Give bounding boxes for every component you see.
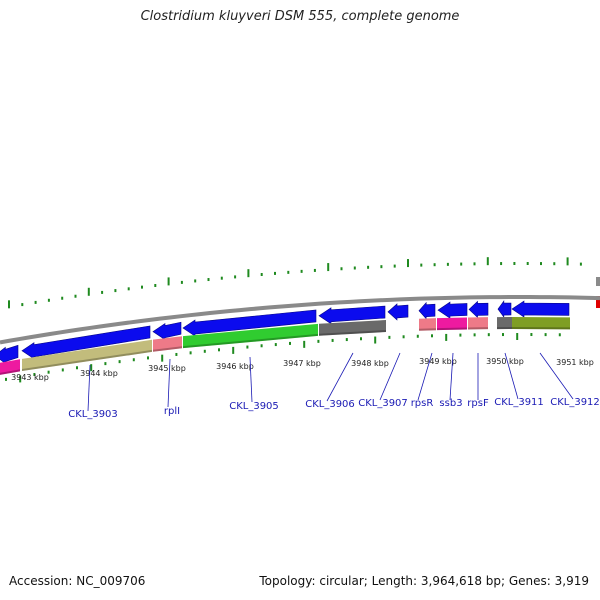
gene-label: CKL_3912: [550, 397, 600, 408]
gene-feature-shadow: [183, 333, 318, 349]
scale-label: 3945 kbp: [148, 364, 186, 373]
gene-label-line: [449, 352, 454, 401]
gene-label-line: [539, 352, 574, 400]
gene-feature-shadow: [0, 369, 20, 375]
gene-label: rpsR: [411, 398, 434, 409]
outer-tick-marks: [8, 257, 582, 309]
gene-label: ssb3: [439, 398, 462, 409]
gene-feature-bar: [0, 359, 20, 375]
gene-label-line: [167, 358, 171, 408]
gene-label: CKL_3907: [358, 398, 408, 409]
gene-label: rplI: [164, 406, 180, 417]
gene-label-line: [504, 352, 519, 400]
gene-feature-bars: [0, 317, 570, 375]
gene-label: CKL_3906: [305, 399, 355, 410]
gene-label: CKL_3911: [494, 397, 544, 408]
gene-arrows: [0, 300, 570, 365]
gene-arrow: [497, 300, 512, 318]
gene-label-line: [379, 352, 401, 401]
gene-feature-bar: [468, 317, 488, 330]
gene-feature-shadow: [497, 327, 512, 330]
gene-label: CKL_3903: [68, 409, 118, 420]
gene-label-line: [417, 352, 433, 401]
genome-backbone: [0, 294, 600, 345]
gene-feature-bar: [319, 320, 386, 336]
gene-feature-shadow: [153, 346, 182, 352]
gene-arrow: [511, 300, 570, 318]
scale-label: 3946 kbp: [216, 362, 254, 371]
gene-label-line: [326, 352, 354, 402]
gene-feature-bar: [183, 323, 318, 349]
gene-feature-bar: [419, 318, 436, 331]
gene-feature-shadow: [419, 328, 436, 331]
gene-label: rpsF: [467, 398, 489, 409]
topology-text: Topology: circular; Length: 3,964,618 bp…: [259, 574, 589, 588]
gene-label: CKL_3905: [229, 401, 279, 412]
marker-top: [596, 277, 600, 287]
gene-feature-shadow: [468, 327, 488, 330]
gene-feature-bar: [512, 317, 570, 330]
accession-text: Accession: NC_009706: [9, 574, 146, 588]
gene-feature-shadow: [437, 327, 467, 331]
gene-arrow: [468, 300, 489, 319]
scale-label: 3943 kbp: [11, 373, 49, 382]
gene-feature-bar: [497, 317, 512, 330]
gene-arrow: [437, 301, 468, 319]
scale-label: 3947 kbp: [283, 359, 321, 368]
marker-red: [596, 296, 600, 309]
map-title: Clostridium kluyveri DSM 555, complete g…: [140, 9, 460, 24]
gene-arrow: [387, 303, 409, 321]
scale-label: 3949 kbp: [419, 357, 457, 366]
gene-feature-bar: [22, 339, 152, 372]
gene-feature-shadow: [319, 330, 386, 336]
right-edge-marker: [596, 277, 600, 309]
gene-feature-shadow: [22, 349, 152, 372]
scale-label: 3944 kbp: [80, 369, 118, 378]
gene-feature-bar: [437, 317, 467, 331]
gene-label-line: [87, 364, 91, 412]
gene-feature-bar: [153, 336, 182, 352]
gene-feature-shadow: [512, 327, 570, 330]
gene-labels: CKL_3903 rplI CKL_3905 CKL_3906 CKL_3907 rpsR…: [68, 352, 600, 420]
backbone-arc: [0, 294, 600, 345]
kbp-scale: 3943 kbp 3944 kbp 3945 kbp 3946 kbp 3947 kbp…: [5, 333, 594, 383]
gene-label-line: [249, 356, 253, 403]
scale-label: 3948 kbp: [351, 359, 389, 368]
gene-arrow: [418, 301, 436, 320]
scale-label: 3950 kbp: [486, 357, 524, 366]
scale-label: 3951 kbp: [556, 358, 594, 367]
